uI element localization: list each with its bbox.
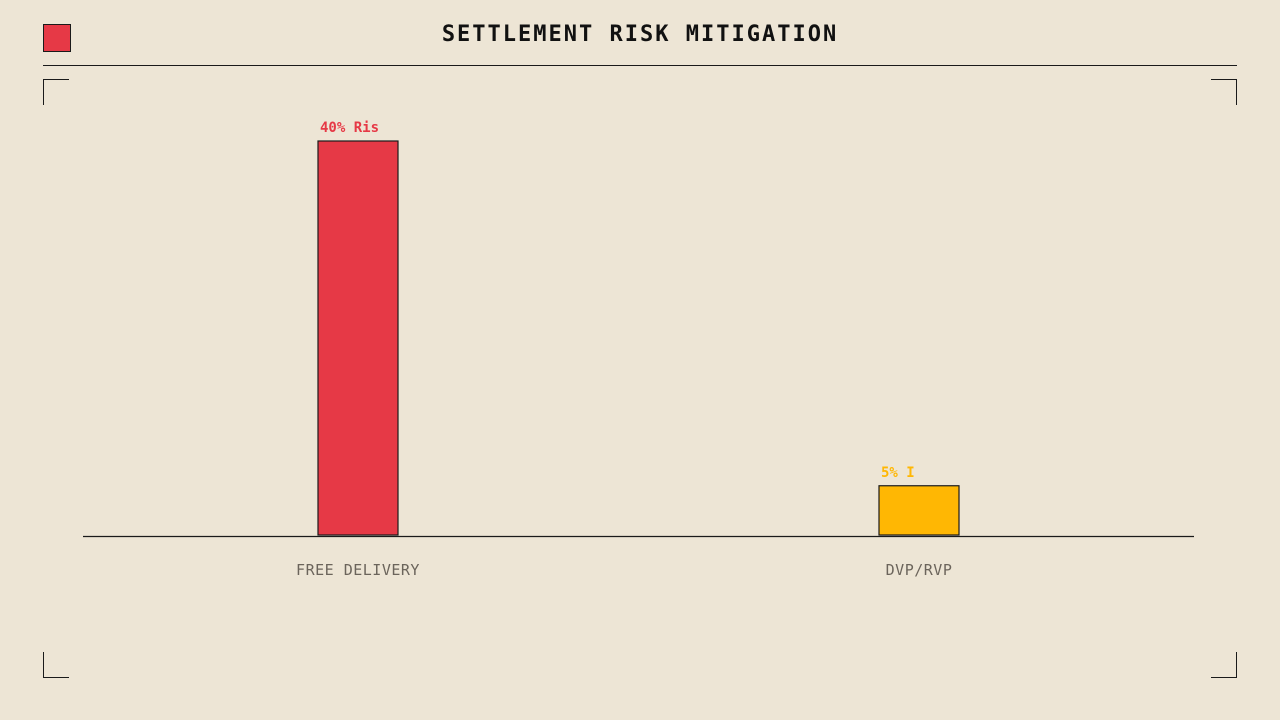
x-tick-label-0: FREE DELIVERY	[296, 561, 420, 579]
bar-0	[317, 140, 399, 536]
labels: 40% Ris FREE DELIVERY 5% I DVP/RVP	[296, 120, 952, 579]
corner-bracket-top-left	[43, 79, 69, 105]
bar-1	[878, 485, 960, 536]
brand-square-icon	[43, 24, 71, 52]
corner-bracket-top-right	[1211, 79, 1237, 105]
corner-bracket-bottom-right	[1211, 652, 1237, 678]
data-label-0: 40% Ris	[320, 120, 379, 136]
page-title: SETTLEMENT RISK MITIGATION	[441, 22, 839, 47]
data-label-1: 5% I	[881, 465, 915, 481]
bars	[317, 140, 960, 536]
corner-bracket-bottom-left	[43, 652, 69, 678]
x-tick-label-1: DVP/RVP	[886, 561, 953, 579]
header-divider	[43, 65, 1237, 66]
